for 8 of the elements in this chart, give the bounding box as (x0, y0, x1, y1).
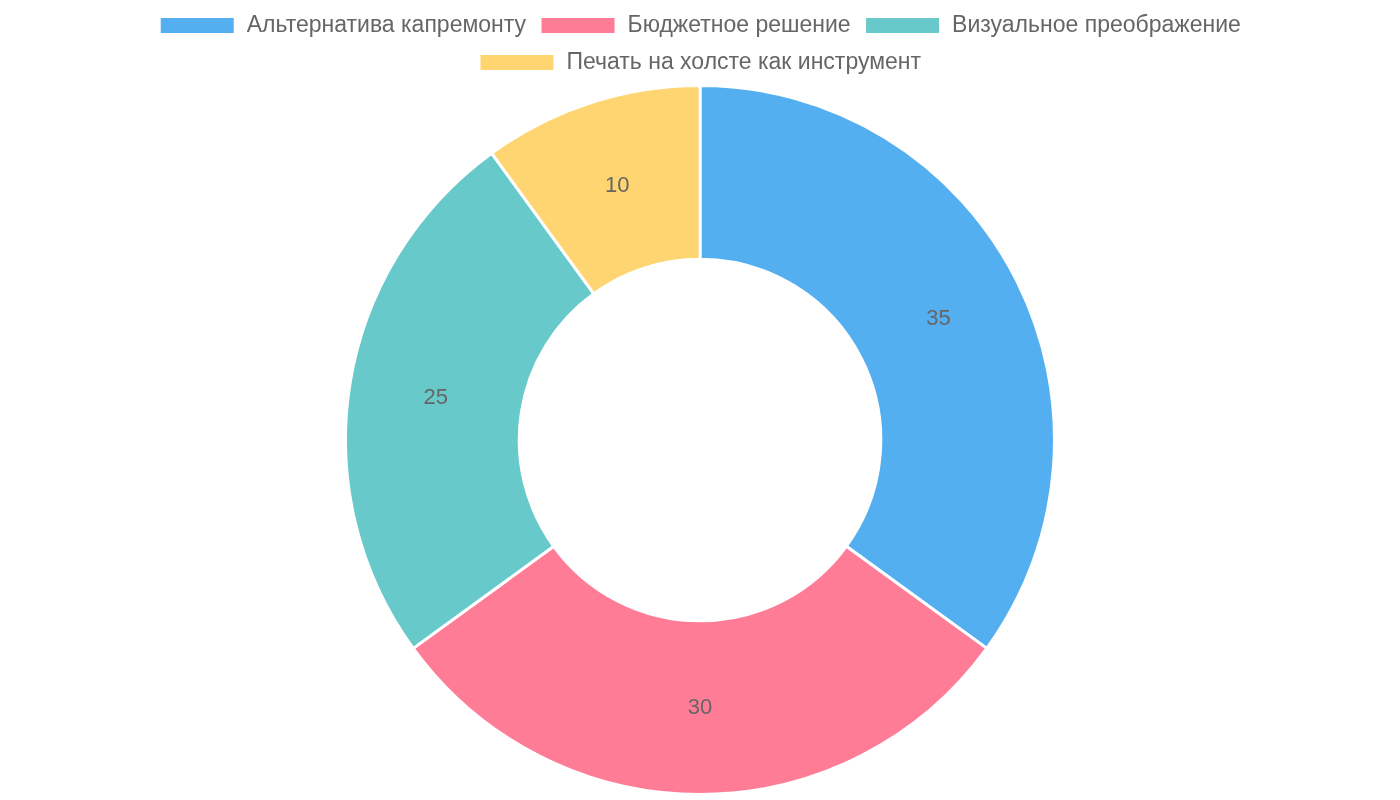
legend-label: Альтернатива капремонту (246, 10, 527, 37)
data-label: 35 (926, 304, 951, 330)
data-label: 30 (687, 693, 713, 719)
data-label: 25 (423, 384, 448, 410)
data-label: 10 (605, 171, 630, 197)
legend-label: Визуальное преображение (952, 10, 1241, 37)
legend-label: Печать на холсте как инструмент (566, 47, 922, 74)
legend-label: Бюджетное решение (627, 10, 851, 37)
